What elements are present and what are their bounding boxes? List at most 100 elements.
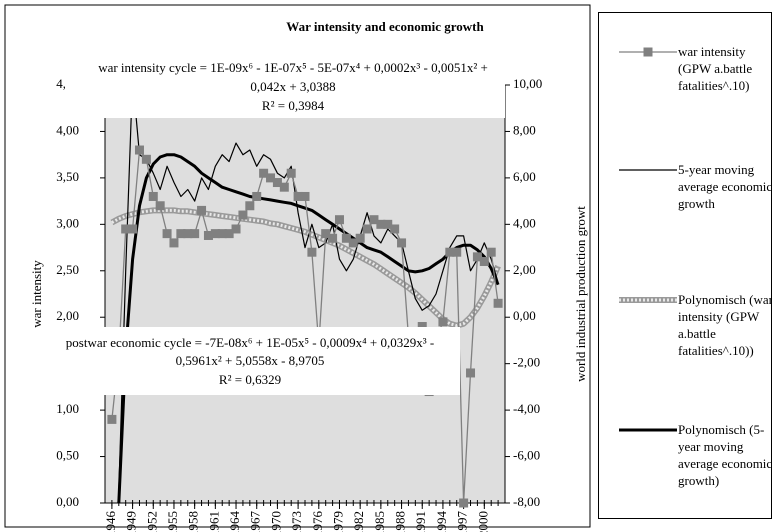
y-tick-label: 4,00 [56, 122, 79, 137]
series-marker [493, 298, 503, 308]
series-marker [397, 238, 407, 248]
series-marker [376, 219, 386, 229]
y2-axis-label: world industrial production growt [573, 206, 588, 382]
series-line [118, 77, 499, 492]
series-marker [417, 322, 427, 332]
y2-tick-label: 2,00 [513, 262, 536, 277]
series-marker [231, 224, 241, 234]
y-axis-label: war intensity [29, 260, 44, 328]
series-marker [169, 238, 179, 248]
series-marker [486, 247, 496, 257]
x-tick-label: 1961 [206, 511, 221, 532]
x-tick-label: 1991 [413, 511, 428, 532]
series-marker [217, 229, 227, 239]
series-marker [121, 224, 131, 234]
series-marker [321, 229, 331, 239]
x-tick-label: 1997 [455, 511, 470, 532]
x-tick-label: 1979 [330, 511, 345, 532]
legend-symbol [619, 169, 677, 171]
series-marker [252, 191, 262, 201]
annotation-text: R² = 0,6329 [219, 372, 281, 387]
series-marker [190, 229, 200, 239]
y-tick-label: 2,00 [56, 308, 79, 323]
y-tick-label: 0,00 [56, 494, 79, 509]
series-marker [238, 210, 248, 220]
x-tick-label: 1970 [268, 511, 283, 532]
series-marker [369, 215, 379, 225]
series-marker [176, 229, 186, 239]
series-marker [128, 224, 138, 234]
series-marker [445, 247, 455, 257]
chart-title: War intensity and economic growth [286, 19, 484, 34]
y2-tick-label: 8,00 [513, 122, 536, 137]
series-marker [224, 229, 234, 239]
series-marker [134, 145, 144, 155]
series-marker [341, 233, 351, 243]
series-marker [438, 317, 448, 327]
series-marker [155, 201, 165, 211]
y2-tick-label: 4,00 [513, 215, 536, 230]
x-tick-label: 1955 [165, 511, 180, 532]
legend-label: 5-year moving average economic growth [678, 162, 772, 211]
series-marker [362, 224, 372, 234]
x-tick-label: 1973 [289, 511, 304, 532]
annotation-text: R² = 0,3984 [262, 98, 325, 113]
x-tick-label: 1949 [124, 511, 139, 532]
series-marker [452, 247, 462, 257]
series-marker [348, 238, 358, 248]
x-tick-label: 2000 [475, 511, 490, 532]
series-marker [210, 229, 220, 239]
annotation-box [65, 42, 505, 118]
series-marker [479, 256, 489, 266]
series-marker [293, 191, 303, 201]
legend-symbol [619, 428, 677, 432]
series-marker [459, 498, 469, 508]
series-marker [197, 205, 207, 215]
y2-tick-label: -6,00 [513, 448, 540, 463]
legend: war intensity (GPW a.battle fatalities^.… [598, 12, 772, 519]
legend-symbol [619, 297, 677, 303]
y2-tick-label: 0,00 [513, 308, 536, 323]
series-marker [107, 414, 117, 424]
series-marker [141, 154, 151, 164]
y2-tick-label: -2,00 [513, 355, 540, 370]
series-marker [472, 252, 482, 262]
series-marker [307, 247, 317, 257]
series-marker [383, 219, 393, 229]
series-marker [162, 229, 172, 239]
x-tick-label: 1946 [103, 511, 118, 532]
y-tick-label: 2,50 [56, 262, 79, 277]
y2-tick-label: -4,00 [513, 401, 540, 416]
series-marker [259, 168, 269, 178]
x-tick-label: 1952 [144, 511, 159, 532]
legend-marker [643, 47, 653, 57]
legend-symbol [619, 47, 677, 57]
y2-tick-label: 10,00 [513, 76, 542, 91]
x-tick-label: 1985 [372, 511, 387, 532]
series-marker [266, 173, 276, 183]
x-tick-label: 1964 [227, 511, 242, 532]
series-hatch [111, 208, 500, 328]
y-tick-label: 3,50 [56, 169, 79, 184]
x-tick-label: 1988 [393, 511, 408, 532]
series-marker [355, 233, 365, 243]
series-marker [279, 182, 289, 192]
legend-label: war intensity (GPW a.battle fatalities^.… [678, 44, 753, 93]
annotation-text: postwar economic cycle = -7E-08x⁶ + 1E-0… [66, 335, 434, 350]
annotation-text: war intensity cycle = 1E-09x⁶ - 1E-07x⁵ … [98, 60, 488, 75]
annotation-text: 0,5961x² + 5,0558x - 8,9705 [176, 353, 325, 368]
series-marker [334, 215, 344, 225]
series-marker [390, 224, 400, 234]
y2-tick-label: -8,00 [513, 494, 540, 509]
y2-tick-label: 6,00 [513, 169, 536, 184]
series-marker [300, 191, 310, 201]
series-marker [466, 368, 476, 378]
annotation-box [40, 327, 460, 395]
y-tick-label: 3,00 [56, 215, 79, 230]
y-tick-label: 0,50 [56, 448, 79, 463]
legend-label: Polynomisch (5-year moving average econo… [678, 422, 772, 488]
x-tick-label: 1976 [310, 511, 325, 532]
series-marker [245, 201, 255, 211]
series-marker [328, 233, 338, 243]
annotation-text: 0,042x + 3,0388 [250, 79, 335, 94]
